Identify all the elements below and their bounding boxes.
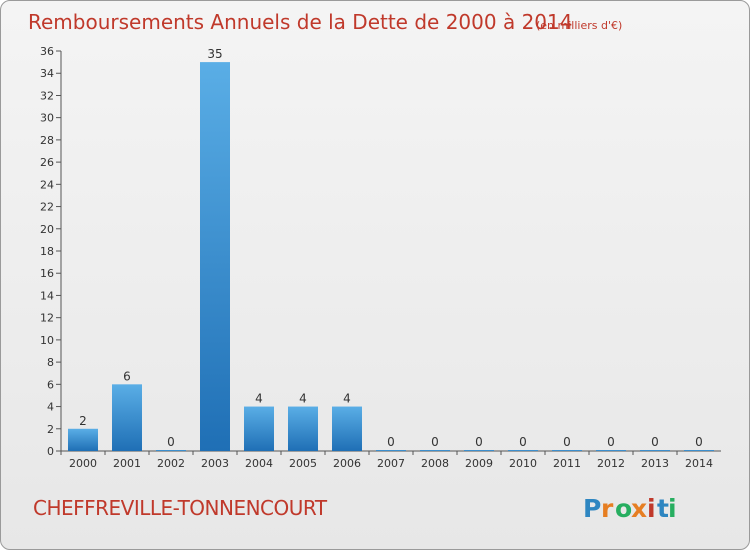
bar: [508, 450, 538, 451]
bar-value-label: 0: [387, 435, 395, 449]
y-tick-label: 0: [47, 445, 54, 458]
y-tick-label: 36: [40, 45, 54, 58]
bar-value-label: 0: [563, 435, 571, 449]
logo-letter: i: [668, 494, 677, 523]
bar-value-label: 0: [519, 435, 527, 449]
x-tick-label: 2008: [421, 457, 449, 470]
y-tick-label: 10: [40, 334, 54, 347]
bar: [288, 406, 318, 451]
y-tick-label: 24: [40, 178, 54, 191]
x-tick-label: 2011: [553, 457, 581, 470]
bar-value-label: 4: [255, 392, 263, 406]
y-tick-label: 32: [40, 89, 54, 102]
bars: 2 6 0 35 4 4 4 0 0 0 0 0 0 0 0: [68, 47, 714, 451]
y-tick-label: 6: [47, 378, 54, 391]
x-tick-label: 2002: [157, 457, 185, 470]
bar-value-label: 0: [475, 435, 483, 449]
x-tick-label: 2000: [69, 457, 97, 470]
x-tick-label: 2009: [465, 457, 493, 470]
axes: [56, 50, 721, 455]
y-tick-label: 8: [47, 356, 54, 369]
y-tick-label: 16: [40, 267, 54, 280]
bar: [156, 450, 186, 451]
y-tick-label: 4: [47, 401, 54, 414]
x-tick-label: 2006: [333, 457, 361, 470]
y-tick-label: 14: [40, 289, 54, 302]
x-tick-label: 2007: [377, 457, 405, 470]
y-tick-label: 26: [40, 156, 54, 169]
logo-letter: P: [583, 494, 601, 523]
y-tick-label: 22: [40, 201, 54, 214]
x-tick-label: 2001: [113, 457, 141, 470]
bar-value-label: 35: [207, 47, 222, 61]
x-tick-label: 2014: [685, 457, 713, 470]
logo-letter: o: [615, 494, 632, 523]
y-tick-label: 30: [40, 112, 54, 125]
y-tick-label: 34: [40, 67, 54, 80]
bar: [552, 450, 582, 451]
logo-letter: r: [601, 494, 614, 523]
chart-subtitle: (en milliers d'€): [536, 19, 622, 32]
y-tick-label: 12: [40, 312, 54, 325]
logo-letter: x: [631, 494, 647, 523]
x-tick-label: 2003: [201, 457, 229, 470]
bar-value-label: 0: [167, 435, 175, 449]
x-tick-labels: 2000 2001 2002 2003 2004 2005 2006 2007 2008 2009…: [69, 457, 713, 470]
location-label: CHEFFREVILLE-TONNENCOURT: [33, 496, 328, 520]
logo-letter: t: [657, 494, 669, 523]
bar: [200, 62, 230, 451]
x-tick-label: 2010: [509, 457, 537, 470]
bar: [112, 384, 142, 451]
y-tick-label: 2: [47, 423, 54, 436]
x-tick-label: 2013: [641, 457, 669, 470]
bar-value-label: 0: [607, 435, 615, 449]
bar: [640, 450, 670, 451]
bar: [244, 406, 274, 451]
y-tick-label: 28: [40, 134, 54, 147]
y-tick-label: 20: [40, 223, 54, 236]
x-tick-label: 2005: [289, 457, 317, 470]
y-tick-label: 18: [40, 245, 54, 258]
bar-value-label: 4: [343, 392, 351, 406]
bar-value-label: 6: [123, 369, 131, 383]
bar: [596, 450, 626, 451]
bar-value-label: 2: [79, 414, 87, 428]
bar-value-label: 4: [299, 392, 307, 406]
logo-letter: i: [647, 494, 656, 523]
bar: [684, 450, 714, 451]
bar: [376, 450, 406, 451]
bar: [68, 428, 98, 451]
x-tick-label: 2004: [245, 457, 273, 470]
bar: [464, 450, 494, 451]
bar-value-label: 0: [651, 435, 659, 449]
bar: [420, 450, 450, 451]
chart-title: Remboursements Annuels de la Dette de 20…: [28, 10, 572, 34]
bar: [332, 406, 362, 451]
bar-value-label: 0: [695, 435, 703, 449]
x-tick-label: 2012: [597, 457, 625, 470]
bar-value-label: 0: [431, 435, 439, 449]
